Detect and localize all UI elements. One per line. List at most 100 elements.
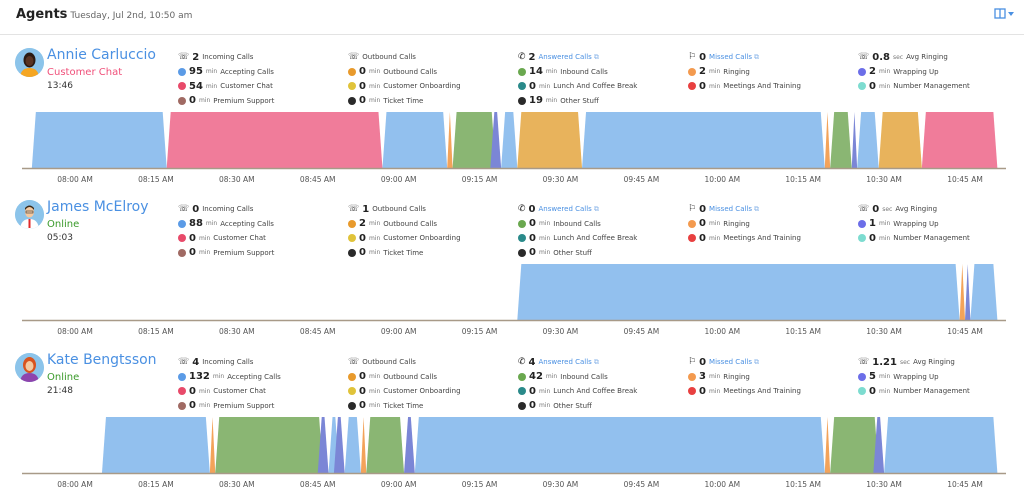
axis-tick-label: 10:45 AM <box>947 480 983 489</box>
stat-label: Accepting Calls <box>220 219 274 228</box>
stats-column: ✆ 4 Answered Calls ⧉ 42 min Inbound Calls 0 min L… <box>518 355 688 413</box>
stat-header: ☏ Outbound Calls <box>348 355 518 370</box>
axis-tick-label: 08:00 AM <box>57 480 93 489</box>
stat-value: 0 <box>699 51 707 63</box>
stat-label: Customer Onboarding <box>383 82 461 91</box>
stats-column: ☏ Outbound Calls 0 min Outbound Calls 0 min Cus… <box>348 50 518 108</box>
stat-value: 3 <box>699 371 706 383</box>
stat-row-accepting: 95 min Accepting Calls <box>178 65 348 80</box>
external-link-icon[interactable]: ⧉ <box>593 52 599 61</box>
agent-card: Kate Bengtsson Online 21:48 ☏ 4 Incoming Ca… <box>0 350 1024 502</box>
stat-label[interactable]: Answered Calls <box>538 53 592 62</box>
stat-label: Lunch And Coffee Break <box>553 387 638 396</box>
status-dot-icon <box>858 234 866 243</box>
stat-unit: min <box>198 249 211 257</box>
stat-header[interactable]: ⚐ 0 Missed Calls ⧉ <box>688 202 858 217</box>
external-link-icon[interactable]: ⧉ <box>754 357 760 366</box>
stat-value: 0 <box>529 232 536 244</box>
stat-header[interactable]: ⚐ 0 Missed Calls ⧉ <box>688 355 858 370</box>
axis-tick-label: 10:15 AM <box>785 175 821 184</box>
stat-row-lunch: 0 min Lunch And Coffee Break <box>518 79 688 94</box>
stat-header[interactable]: ✆ 0 Answered Calls ⧉ <box>518 202 688 217</box>
stat-label: Meetings And Training <box>723 234 801 243</box>
axis-tick-label: 08:00 AM <box>57 175 93 184</box>
stats-column: ☏ Outbound Calls 0 min Outbound Calls 0 min Cus… <box>348 355 518 413</box>
stat-unit: min <box>545 97 558 105</box>
stat-row-other: 0 min Other Stuff <box>518 246 688 261</box>
stat-header: ☏ 1 Outbound Calls <box>348 202 518 217</box>
timeline-segment-wrapping <box>317 417 329 473</box>
status-dot-icon <box>518 67 526 76</box>
stat-row-number-mgmt: 0 min Number Management <box>858 231 1024 246</box>
timeline-segment-inbound <box>215 417 324 473</box>
stat-label: Avg Ringing <box>906 53 948 62</box>
status-dot-icon <box>348 387 356 396</box>
agent-status: Online <box>47 219 80 230</box>
status-dot-icon <box>178 248 186 257</box>
stat-unit: min <box>368 68 381 76</box>
stat-value: 0 <box>699 203 707 215</box>
stat-label[interactable]: Answered Calls <box>538 358 592 367</box>
stat-label[interactable]: Missed Calls <box>709 205 753 214</box>
stat-row-meetings: 0 min Meetings And Training <box>688 384 858 399</box>
axis-tick-label: 09:45 AM <box>624 327 660 336</box>
stat-row-ticket: 0 min Ticket Time <box>348 399 518 414</box>
agent-name[interactable]: Annie Carluccio <box>47 47 156 63</box>
stat-label: Outbound Calls <box>383 372 437 381</box>
status-dot-icon <box>518 401 526 410</box>
stat-row-meetings: 0 min Meetings And Training <box>688 79 858 94</box>
axis-tick-label: 08:30 AM <box>219 327 255 336</box>
external-link-icon[interactable]: ⧉ <box>754 52 760 61</box>
status-duration: 13:46 <box>47 81 73 91</box>
stat-value: 0 <box>699 385 706 397</box>
stat-header[interactable]: ✆ 4 Answered Calls ⧉ <box>518 355 688 370</box>
phone-icon: ⚐ <box>688 204 697 215</box>
stat-value: 0 <box>189 400 196 412</box>
stat-header: ☏ 1.21 sec Avg Ringing <box>858 355 1024 370</box>
stat-row-onboarding: 0 min Customer Onboarding <box>348 231 518 246</box>
axis-tick-label: 08:15 AM <box>138 327 174 336</box>
stat-unit: min <box>878 234 891 242</box>
axis-tick-label: 09:45 AM <box>624 175 660 184</box>
stat-unit: min <box>878 68 891 76</box>
stat-label: Incoming Calls <box>202 358 254 367</box>
stat-row-premium: 0 min Premium Support <box>178 399 348 414</box>
agent-name[interactable]: James McElroy <box>47 199 149 215</box>
status-dot-icon <box>348 82 356 91</box>
stat-value: 0 <box>192 203 200 215</box>
stat-value: 0 <box>359 385 366 397</box>
stat-value: 0 <box>359 80 366 92</box>
stat-unit: min <box>368 373 381 381</box>
stat-label: Wrapping Up <box>893 219 939 228</box>
axis-tick-label: 10:30 AM <box>866 480 902 489</box>
stat-unit: min <box>538 220 551 228</box>
stat-label: Customer Chat <box>213 234 266 243</box>
axis-tick-label: 09:15 AM <box>462 327 498 336</box>
stat-label: Inbound Calls <box>560 372 608 381</box>
stat-label[interactable]: Missed Calls <box>709 53 753 62</box>
stat-value: 54 <box>189 80 203 92</box>
stat-label: Customer Onboarding <box>383 234 461 243</box>
stat-value: 0 <box>359 371 366 383</box>
agent-name[interactable]: Kate Bengtsson <box>47 352 157 368</box>
stat-row-number-mgmt: 0 min Number Management <box>858 79 1024 94</box>
stat-unit: min <box>708 68 721 76</box>
timeline-segment-accepting <box>344 417 361 473</box>
stat-row-accepting: 132 min Accepting Calls <box>178 370 348 385</box>
stat-label[interactable]: Missed Calls <box>709 358 753 367</box>
columns-layout-icon[interactable] <box>994 6 1016 20</box>
external-link-icon[interactable]: ⧉ <box>754 204 760 213</box>
external-link-icon[interactable]: ⧉ <box>593 204 599 213</box>
stat-header[interactable]: ✆ 2 Answered Calls ⧉ <box>518 50 688 65</box>
status-dot-icon <box>518 234 526 243</box>
stat-label[interactable]: Answered Calls <box>538 205 592 214</box>
stat-label: Customer Chat <box>213 387 266 396</box>
status-dot-icon <box>858 82 866 91</box>
stat-label: Lunch And Coffee Break <box>553 234 638 243</box>
axis-tick-label: 10:00 AM <box>704 480 740 489</box>
phone-icon: ☏ <box>858 52 870 63</box>
external-link-icon[interactable]: ⧉ <box>593 357 599 366</box>
stat-row-accepting: 88 min Accepting Calls <box>178 217 348 232</box>
stat-header[interactable]: ⚐ 0 Missed Calls ⧉ <box>688 50 858 65</box>
stat-unit: min <box>538 387 551 395</box>
